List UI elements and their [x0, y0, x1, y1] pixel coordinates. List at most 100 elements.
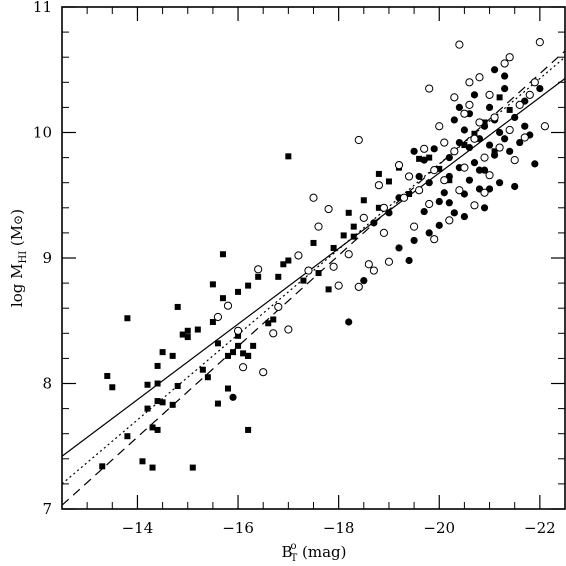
square-point	[285, 153, 292, 160]
open-circle-point	[420, 144, 429, 153]
open-circle-point	[440, 176, 449, 185]
square-point	[149, 424, 156, 431]
square-point	[209, 319, 216, 326]
filled-circle-point	[480, 204, 489, 212]
y-tick-label: 7	[42, 500, 52, 518]
square-point	[275, 273, 282, 280]
square-point	[144, 405, 151, 412]
square-point	[174, 303, 181, 310]
square-point	[330, 244, 337, 251]
square-point	[245, 282, 252, 289]
square-point	[416, 155, 423, 162]
filled-circle-point	[370, 219, 378, 227]
y-tick-label: 11	[33, 0, 52, 16]
filled-circle-point	[450, 116, 458, 124]
square-point	[154, 398, 161, 405]
square-point	[506, 106, 513, 113]
filled-circle-point	[470, 159, 479, 167]
open-circle-point	[525, 90, 534, 99]
square-point	[255, 273, 262, 280]
open-circle-point	[465, 100, 474, 109]
open-circle-point	[475, 118, 484, 127]
open-circle-point	[430, 166, 439, 175]
open-circle-point	[535, 38, 544, 47]
open-circle-point	[505, 53, 514, 62]
square-point	[375, 204, 382, 211]
open-circle-point	[485, 171, 494, 180]
open-circle-point	[314, 222, 323, 231]
square-point	[139, 458, 146, 465]
square-point	[144, 381, 151, 388]
open-circle-point	[233, 326, 243, 335]
filled-circle-point	[345, 318, 353, 326]
open-circle-point	[410, 222, 419, 231]
filled-circle-point	[420, 207, 428, 216]
filled-circle-point	[465, 176, 474, 184]
axis-ticks: −14 −16 −18 −20 −22 7 8 9 10 11	[33, 0, 565, 537]
x-tick-label: −18	[323, 519, 355, 537]
filled-circle-point	[420, 156, 428, 164]
filled-circle-point	[516, 138, 524, 147]
filled-circle-point	[531, 160, 539, 168]
open-circle-point	[344, 250, 353, 259]
open-circle-point	[329, 262, 338, 271]
filled-circle-point	[501, 84, 509, 93]
open-circle-point	[284, 325, 293, 334]
open-circle-point	[294, 251, 303, 260]
square-point	[214, 340, 221, 347]
open-circle-point	[455, 40, 464, 49]
filled-circle-point	[425, 229, 433, 237]
square-point	[245, 352, 252, 359]
open-circle-point	[213, 312, 223, 322]
square-point	[300, 277, 307, 284]
filled-circle-point	[521, 122, 529, 130]
filled-circle-point	[501, 72, 509, 80]
square-point	[104, 372, 111, 379]
square-point	[350, 223, 357, 230]
open-circle-point	[510, 156, 519, 165]
square-point	[109, 384, 116, 391]
filled-circle-point	[455, 103, 463, 111]
square-point	[471, 130, 478, 137]
filled-circle-point	[511, 113, 519, 122]
square-point	[219, 251, 226, 258]
open-circle-point	[354, 282, 363, 291]
square-point	[406, 190, 413, 197]
filled-circle-point	[536, 84, 544, 93]
square-point	[481, 119, 488, 126]
open-circle-point	[470, 201, 479, 210]
square-point	[360, 197, 367, 204]
open-circle-point	[480, 153, 489, 162]
y-tick-label: 8	[42, 375, 52, 393]
open-circle-point	[515, 100, 524, 109]
open-circle-point	[530, 78, 539, 87]
square-point	[214, 400, 221, 407]
fit-line-solid	[61, 78, 566, 457]
y-tick-label: 9	[42, 249, 52, 267]
filled-circle-point	[465, 143, 474, 152]
filled-circle-point	[440, 189, 448, 197]
square-point	[154, 362, 161, 369]
square-point	[124, 315, 131, 322]
square-point	[235, 342, 242, 349]
square-point	[240, 350, 247, 357]
open-circle-point	[500, 59, 509, 68]
square-point	[124, 433, 131, 440]
open-circle-point	[254, 265, 263, 274]
filled-circle-point	[410, 147, 418, 155]
open-circle-point	[394, 161, 404, 170]
open-circle-point	[470, 134, 479, 143]
filled-circle-point	[229, 393, 237, 401]
square-point	[461, 142, 468, 149]
square-point	[270, 316, 277, 323]
open-circle-point	[384, 257, 394, 266]
open-circle-point	[404, 172, 414, 181]
filled-circle-point	[490, 151, 499, 159]
open-circle-point	[425, 199, 434, 209]
square-point	[285, 257, 292, 264]
square-point	[446, 177, 453, 184]
filled-circle-point	[460, 212, 468, 221]
square-point	[265, 320, 272, 327]
square-point	[224, 352, 231, 359]
